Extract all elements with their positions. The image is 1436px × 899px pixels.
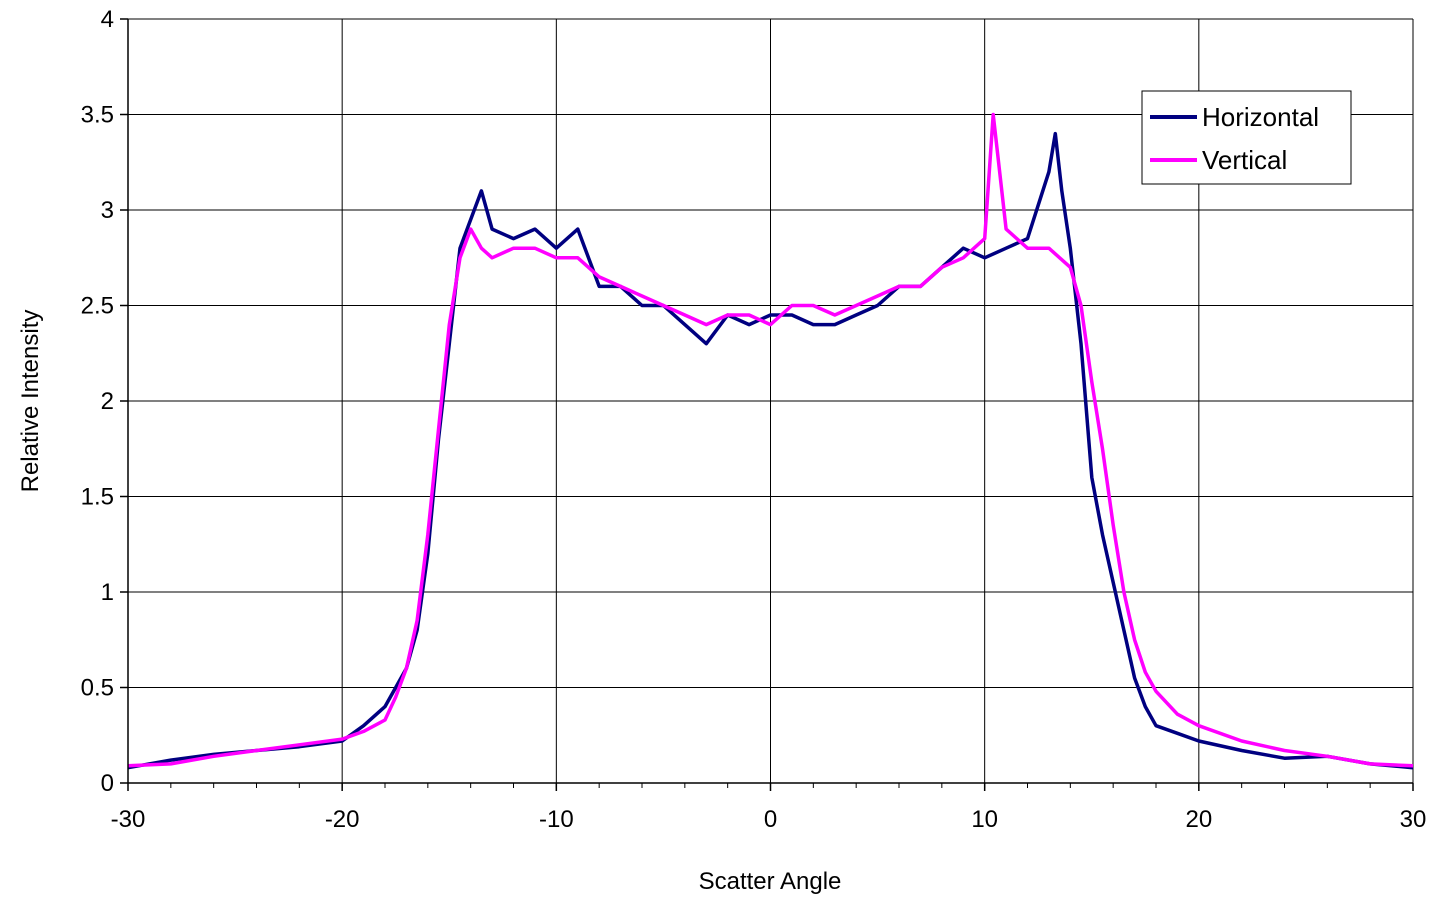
- y-tick-label: 0: [101, 770, 114, 797]
- y-tick-label: 4: [101, 6, 114, 33]
- series-line-vertical: [127, 112, 1414, 768]
- x-tick-label: 0: [764, 806, 777, 833]
- x-tick-label: 10: [971, 806, 998, 833]
- x-axis-title: Scatter Angle: [699, 868, 842, 895]
- x-tick-label: -30: [111, 806, 146, 833]
- x-tick-label: -10: [539, 806, 574, 833]
- x-tick-label: 20: [1185, 806, 1212, 833]
- legend-label-vertical: Vertical: [1202, 145, 1287, 175]
- y-tick-label: 1.5: [81, 484, 114, 511]
- x-tick-label: 30: [1400, 806, 1427, 833]
- y-tick-label: 2.5: [81, 293, 114, 320]
- legend-box: [1141, 90, 1352, 185]
- legend: Horizontal Vertical: [1141, 90, 1352, 185]
- y-tick-label: 1: [101, 579, 114, 606]
- tick-labels: -30 -20 -10 0 10 20 30 0 0.5 1 1.5 2 2.5 3 3.5 4: [81, 6, 1427, 833]
- y-tick-label: 2: [101, 388, 114, 415]
- series-lines: [127, 112, 1414, 770]
- legend-label-horizontal: Horizontal: [1202, 102, 1319, 132]
- y-tick-label: 3.5: [81, 102, 114, 129]
- x-tick-label: -20: [325, 806, 360, 833]
- y-tick-label: 3: [101, 197, 114, 224]
- y-axis-title: Relative Intensity: [17, 310, 44, 493]
- y-tick-label: 0.5: [81, 675, 114, 702]
